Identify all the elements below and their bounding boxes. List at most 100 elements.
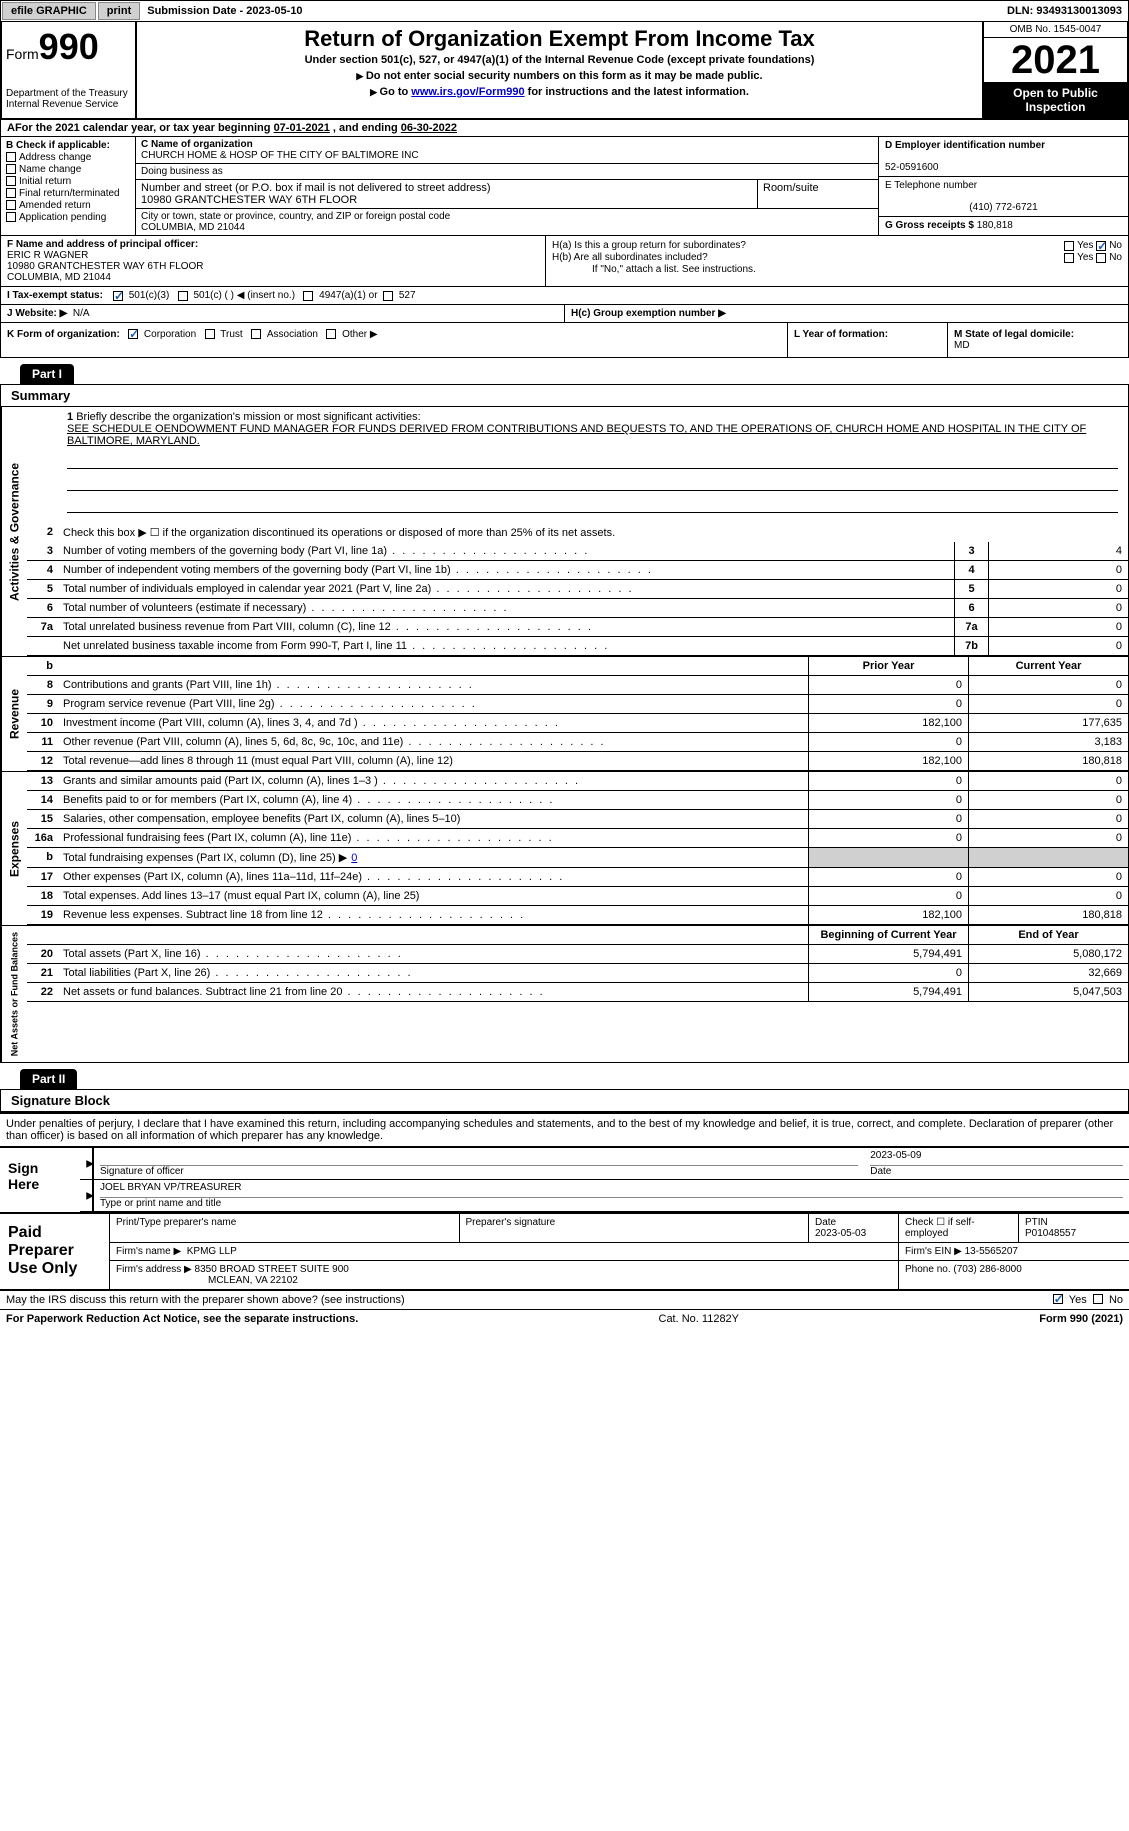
val-5: 0 (988, 580, 1128, 598)
footer-left: For Paperwork Reduction Act Notice, see … (6, 1313, 358, 1325)
form990-link[interactable]: www.irs.gov/Form990 (411, 86, 524, 98)
prep-name-label: Print/Type preparer's name (116, 1217, 236, 1228)
ha-label: H(a) Is this a group return for subordin… (552, 240, 1064, 251)
header-mid: Return of Organization Exempt From Incom… (137, 22, 982, 118)
ha-no-checkbox[interactable] (1096, 241, 1106, 251)
name-title-label: Type or print name and title (100, 1198, 221, 1209)
firm-addr-label: Firm's address ▶ (116, 1264, 192, 1275)
line-6: Total number of volunteers (estimate if … (59, 599, 954, 617)
hb-no-checkbox[interactable] (1096, 253, 1106, 263)
line-4: Number of independent voting members of … (59, 561, 954, 579)
firm-ein: 13-5565207 (965, 1246, 1018, 1257)
chk-initial-return[interactable]: Initial return (6, 176, 130, 187)
header-left: Form990 Department of the Treasury Inter… (2, 22, 137, 118)
row-k-l-m: K Form of organization: Corporation Trus… (0, 323, 1129, 358)
page-footer: For Paperwork Reduction Act Notice, see … (0, 1310, 1129, 1328)
discuss-no-checkbox[interactable] (1093, 1294, 1103, 1304)
sig-date-label: Date (870, 1166, 891, 1177)
public-inspection-badge: Open to Public Inspection (984, 82, 1127, 118)
top-bar: efile GRAPHIC print Submission Date - 20… (0, 0, 1129, 22)
sig-arrow-icon-2 (80, 1180, 94, 1211)
line-14: Benefits paid to or for members (Part IX… (59, 791, 808, 809)
ha-yes-checkbox[interactable] (1064, 241, 1074, 251)
discuss-yes-checkbox[interactable] (1053, 1294, 1063, 1304)
discuss-with-preparer: May the IRS discuss this return with the… (0, 1291, 1129, 1310)
print-button[interactable]: print (98, 2, 140, 20)
firm-addr1: 8350 BROAD STREET SUITE 900 (195, 1264, 349, 1275)
ssn-warning: Do not enter social security numbers on … (143, 70, 976, 82)
chk-501c3[interactable] (113, 291, 123, 301)
val-3: 4 (988, 542, 1128, 560)
group-return-h: H(a) Is this a group return for subordin… (546, 236, 1128, 286)
firm-ein-label: Firm's EIN ▶ (905, 1246, 962, 1257)
org-name: CHURCH HOME & HOSP OF THE CITY OF BALTIM… (141, 150, 873, 161)
line-12: Total revenue—add lines 8 through 11 (mu… (59, 752, 808, 770)
vlabel-expenses: Expenses (1, 772, 27, 925)
section-expenses: Expenses 13Grants and similar amounts pa… (0, 772, 1129, 926)
phone-label: E Telephone number (885, 180, 977, 191)
chk-assoc[interactable] (251, 329, 261, 339)
chk-final-return[interactable]: Final return/terminated (6, 188, 130, 199)
prep-self-employed[interactable]: Check ☐ if self-employed (899, 1214, 1019, 1242)
chk-527[interactable] (383, 291, 393, 301)
room-suite-label: Room/suite (758, 180, 878, 208)
street-value: 10980 GRANTCHESTER WAY 6TH FLOOR (141, 194, 752, 206)
column-d-e-g: D Employer identification number 52-0591… (878, 137, 1128, 235)
line-13: Grants and similar amounts paid (Part IX… (59, 772, 808, 790)
end-year-hdr: End of Year (968, 926, 1128, 944)
chk-trust[interactable] (205, 329, 215, 339)
val-7a: 0 (988, 618, 1128, 636)
part2-header: Signature Block (0, 1089, 1129, 1112)
chk-4947[interactable] (303, 291, 313, 301)
efile-graphic-button[interactable]: efile GRAPHIC (2, 2, 96, 20)
chk-corp[interactable] (128, 329, 138, 339)
chk-name-change[interactable]: Name change (6, 164, 130, 175)
block-b-c-d: B Check if applicable: Address change Na… (0, 137, 1129, 236)
line-10: Investment income (Part VIII, column (A)… (59, 714, 808, 732)
prior-year-hdr: Prior Year (808, 657, 968, 675)
officer-name-title: JOEL BRYAN VP/TREASURER (100, 1182, 1123, 1198)
column-b-checkboxes: B Check if applicable: Address change Na… (1, 137, 136, 235)
tax-year: 2021 (984, 38, 1127, 82)
line-2: Check this box ▶ ☐ if the organization d… (59, 523, 1128, 542)
dept-treasury: Department of the Treasury (6, 88, 131, 99)
vlabel-revenue: Revenue (1, 657, 27, 771)
chk-other[interactable] (326, 329, 336, 339)
chk-address-change[interactable]: Address change (6, 152, 130, 163)
val-6: 0 (988, 599, 1128, 617)
line-19: Revenue less expenses. Subtract line 18 … (59, 906, 808, 924)
line-21: Total liabilities (Part X, line 26) (59, 964, 808, 982)
chk-501c[interactable] (178, 291, 188, 301)
website-value: N/A (73, 308, 90, 319)
dba-label: Doing business as (141, 166, 873, 177)
paid-preparer-label: Paid Preparer Use Only (0, 1214, 110, 1289)
sign-here-label: Sign Here (0, 1148, 80, 1212)
omb-number: OMB No. 1545-0047 (984, 22, 1127, 38)
column-c-org-info: C Name of organization CHURCH HOME & HOS… (136, 137, 878, 235)
line-3: Number of voting members of the governin… (59, 542, 954, 560)
ptin-label: PTIN (1025, 1217, 1048, 1228)
vlabel-activities: Activities & Governance (1, 407, 27, 656)
street-label: Number and street (or P.O. box if mail i… (141, 182, 752, 194)
line-8: Contributions and grants (Part VIII, lin… (59, 676, 808, 694)
line-1-mission: 1 Briefly describe the organization's mi… (27, 407, 1128, 523)
firm-name: KPMG LLP (187, 1246, 237, 1257)
line-22: Net assets or fund balances. Subtract li… (59, 983, 808, 1001)
ein-label: D Employer identification number (885, 140, 1045, 151)
form-title: Return of Organization Exempt From Incom… (143, 26, 976, 52)
firm-addr2: MCLEAN, VA 22102 (116, 1275, 298, 1286)
chk-amended-return[interactable]: Amended return (6, 200, 130, 211)
row-j: J Website: ▶ N/A H(c) Group exemption nu… (0, 305, 1129, 323)
b-label: B Check if applicable: (6, 140, 110, 151)
form-number: Form990 (6, 26, 131, 68)
year-formation: L Year of formation: (788, 323, 948, 357)
hb-yes-checkbox[interactable] (1064, 253, 1074, 263)
part1-tag: Part I (20, 364, 74, 384)
chk-application-pending[interactable]: Application pending (6, 212, 130, 223)
firm-phone: (703) 286-8000 (953, 1264, 1021, 1275)
part1-header: Summary (0, 384, 1129, 407)
city-label: City or town, state or province, country… (141, 211, 873, 222)
state-domicile: M State of legal domicile:MD (948, 323, 1128, 357)
section-activities: Activities & Governance 1 Briefly descri… (0, 407, 1129, 657)
line-17: Other expenses (Part IX, column (A), lin… (59, 868, 808, 886)
